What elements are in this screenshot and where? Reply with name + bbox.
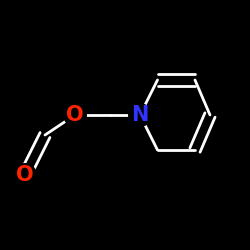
Text: N: N (131, 105, 149, 125)
Circle shape (14, 164, 36, 186)
Circle shape (129, 104, 151, 126)
Text: O: O (16, 165, 34, 185)
Text: O: O (66, 105, 84, 125)
Circle shape (64, 104, 86, 126)
